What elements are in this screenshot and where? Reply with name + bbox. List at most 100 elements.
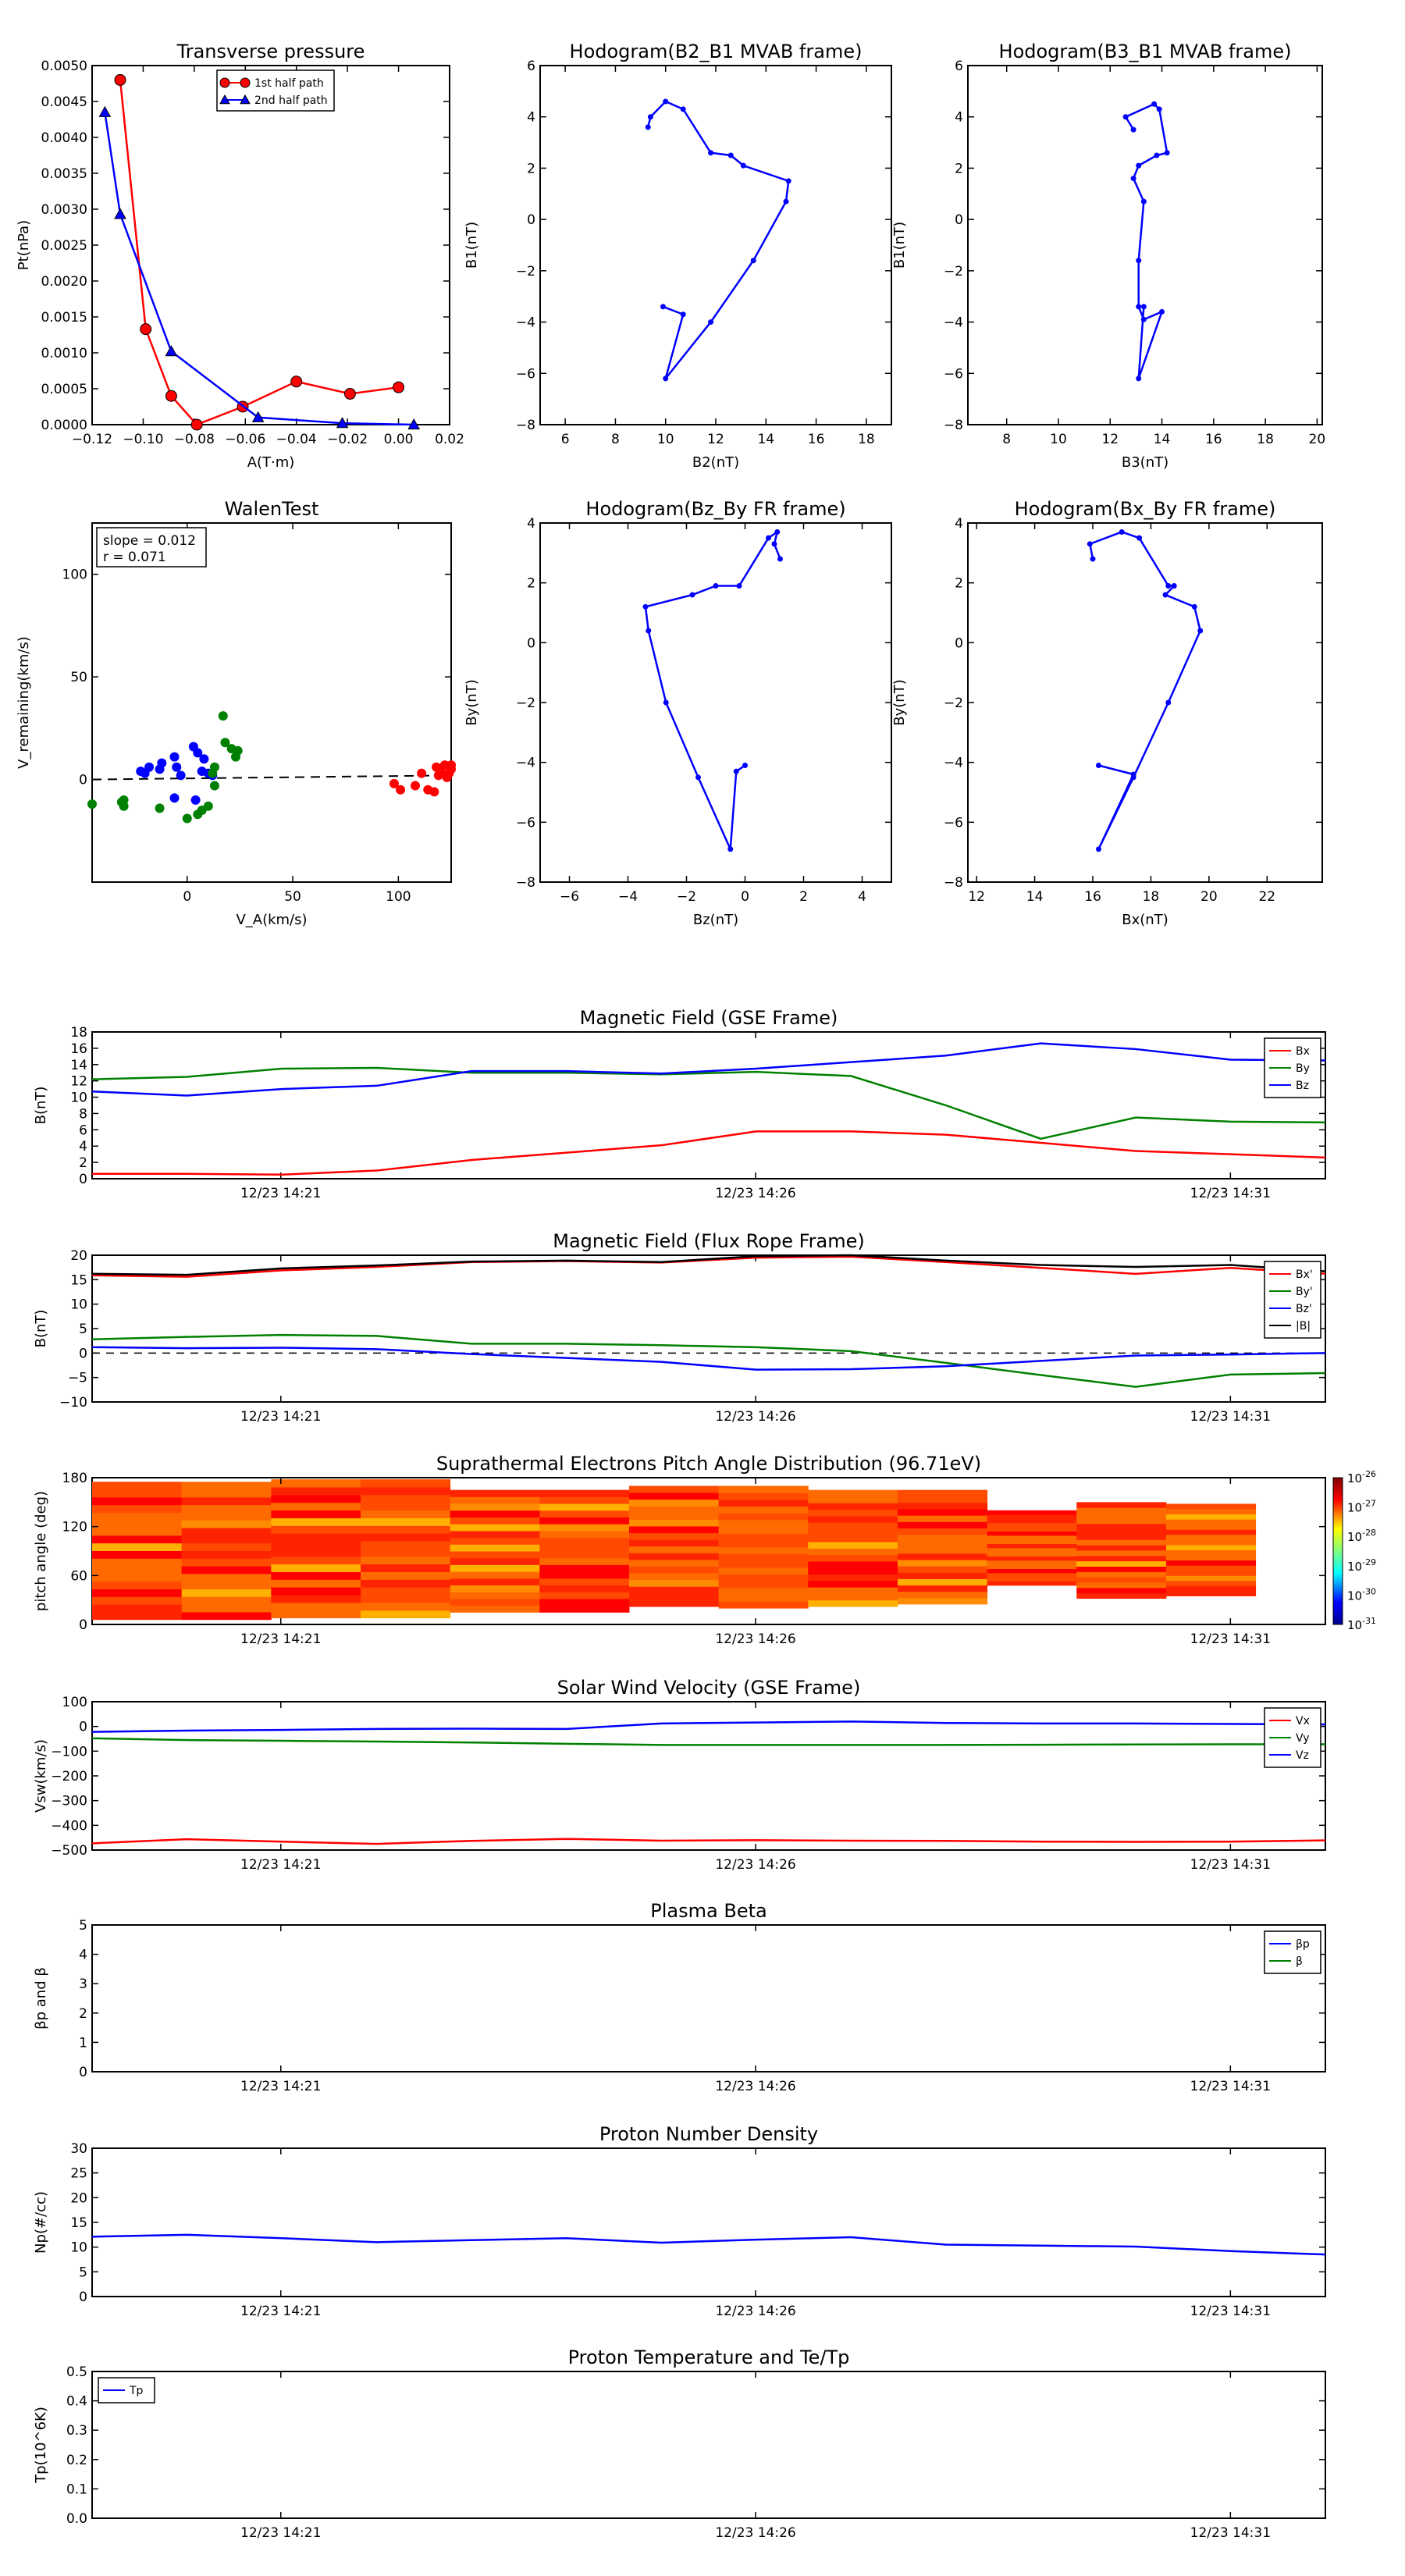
y-tick-label: 0.0045 [41, 94, 87, 110]
heatmap-cell [271, 1486, 361, 1496]
heatmap-cell [92, 1589, 183, 1597]
data-point [190, 795, 201, 805]
x-tick-label: 8 [611, 432, 620, 447]
heatmap-cell [808, 1548, 898, 1556]
heatmap-cell [987, 1564, 1077, 1570]
heatmap-cell [271, 1533, 361, 1542]
heatmap-cell [628, 1559, 720, 1567]
y-tick-label: 4 [955, 110, 963, 126]
heatmap-cell [987, 1552, 1077, 1557]
heatmap-cell [450, 1571, 540, 1579]
data-point [783, 198, 789, 205]
heatmap-cell [897, 1528, 988, 1535]
heatmap-cell [450, 1592, 540, 1599]
heatmap-cell [628, 1599, 720, 1607]
x-tick-label: 12/23 14:21 [240, 1857, 321, 1873]
data-point [199, 754, 209, 764]
y-tick-label: 0.0030 [41, 202, 87, 218]
heatmap-cell [271, 1587, 361, 1596]
heatmap-cell [1076, 1534, 1167, 1540]
heatmap-cell [808, 1560, 898, 1568]
x-tick-label: 12/23 14:21 [240, 2079, 321, 2094]
heatmap-cell [897, 1496, 988, 1503]
heatmap-cell [987, 1560, 1077, 1565]
heatmap-cell [718, 1526, 809, 1534]
x-axis-label: V_A(km/s) [236, 912, 307, 928]
y-tick-label: −2 [516, 696, 535, 711]
heatmap-cell [1165, 1534, 1257, 1540]
y-tick-label: −6 [516, 366, 535, 382]
heatmap-cell [271, 1548, 361, 1557]
x-tick-label: 12/23 14:31 [1190, 1186, 1271, 1201]
heatmap-cell [897, 1515, 988, 1522]
heatmap-cell [628, 1493, 720, 1500]
y-tick-label: 5 [79, 2265, 87, 2280]
data-point [233, 745, 243, 756]
data-point [190, 418, 203, 431]
heatmap-cell [181, 1482, 272, 1490]
legend-label: Vz [1296, 1749, 1309, 1762]
heatmap-cell [897, 1566, 988, 1573]
heatmap-cell [718, 1581, 809, 1589]
heatmap-cell [1165, 1570, 1257, 1576]
heatmap-cell [539, 1510, 630, 1517]
data-point [736, 583, 742, 589]
chart-title: Proton Temperature and Te/Tp [568, 2347, 850, 2368]
heatmap-cell [271, 1610, 361, 1619]
x-tick-label: 12/23 14:31 [1190, 1409, 1271, 1425]
heatmap-cell [271, 1579, 361, 1588]
heatmap-cell [897, 1546, 988, 1554]
chart-title: Hodogram(Bz_By FR frame) [585, 498, 845, 520]
heatmap-cell [271, 1571, 361, 1580]
x-tick-label: −2 [677, 889, 696, 905]
data-point [219, 94, 230, 105]
data-point [1130, 771, 1136, 777]
y-tick-label: 100 [62, 1695, 87, 1710]
legend-label: Vx [1296, 1715, 1310, 1727]
heatmap-cell [539, 1605, 630, 1613]
legend-label: 1st half path [254, 77, 324, 90]
heatmap-cell [539, 1557, 630, 1565]
y-tick-label: 8 [79, 1106, 87, 1122]
chart-title: Magnetic Field (GSE Frame) [580, 1007, 838, 1029]
heatmap-cell [1165, 1580, 1257, 1586]
heatmap-cell [92, 1573, 183, 1582]
data-point [1165, 583, 1172, 589]
heatmap-cell [271, 1564, 361, 1572]
heatmap-cell [92, 1604, 183, 1613]
x-axis-label: A(T·m) [247, 454, 295, 471]
x-tick-label: 12 [1101, 432, 1119, 447]
y-tick-label: 0.0035 [41, 166, 87, 182]
y-tick-label: 2 [955, 576, 963, 592]
data-point [1119, 529, 1125, 535]
x-tick-label: 100 [386, 889, 411, 905]
x-tick-label: 20 [1309, 432, 1326, 447]
panel-hodo2: Hodogram(B3_B1 MVAB frame)8 10 12 14 16 18 20−… [891, 41, 1325, 471]
data-point [785, 178, 791, 184]
heatmap-cell [808, 1580, 898, 1588]
heatmap-cell [897, 1585, 988, 1592]
data-point [240, 94, 251, 105]
data-point [1130, 126, 1136, 133]
heatmap-cell [987, 1522, 1077, 1528]
y-tick-label: 0.2 [66, 2453, 87, 2468]
heatmap-cell [808, 1496, 898, 1503]
x-tick-label: 8 [1002, 432, 1011, 447]
heatmap-cell [92, 1482, 183, 1490]
y-tick-label: 0 [79, 2290, 87, 2305]
data-point [251, 411, 265, 422]
y-tick-label: 10 [70, 1091, 87, 1106]
heatmap-cell [92, 1542, 183, 1551]
legend: Bx' By' Bz' |B| [1264, 1261, 1321, 1339]
series-line [92, 1130, 1326, 1176]
y-tick-label: 15 [70, 1272, 87, 1288]
x-tick-label: 12/23 14:26 [715, 2304, 795, 2319]
heatmap-cell [897, 1540, 988, 1548]
heatmap-cell [181, 1604, 272, 1613]
x-axis-label: B3(nT) [1122, 454, 1168, 471]
heatmap-cell [1076, 1507, 1167, 1514]
heatmap-cell [360, 1525, 451, 1534]
heatmap-cell [360, 1494, 451, 1503]
data-point [396, 785, 406, 795]
series-line [91, 1346, 1326, 1371]
